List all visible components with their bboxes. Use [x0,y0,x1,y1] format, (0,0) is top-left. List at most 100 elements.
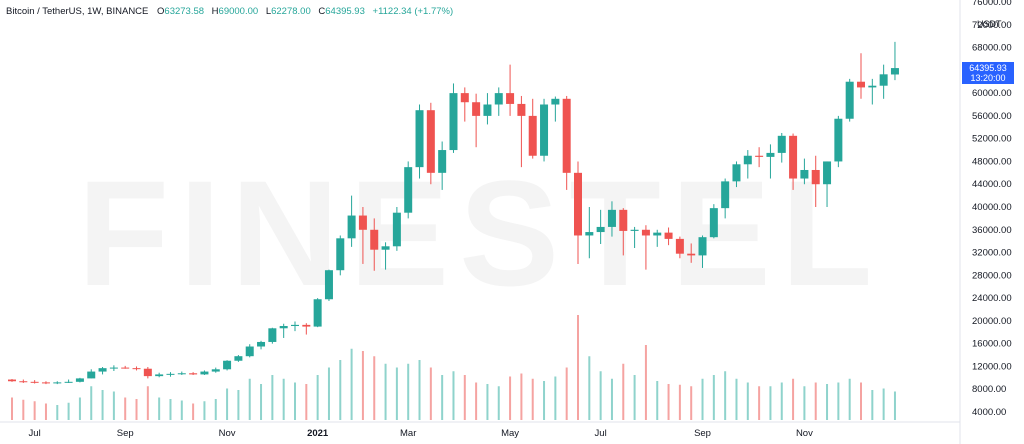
candle[interactable] [87,369,96,379]
candle[interactable] [811,155,820,207]
candle[interactable] [460,87,469,122]
volume-bar [746,382,749,420]
volume-bar [373,356,376,420]
candle[interactable] [200,370,209,375]
candle[interactable] [540,98,549,162]
candle[interactable] [506,64,515,116]
candle[interactable] [64,379,73,383]
candle[interactable] [143,367,152,379]
candle[interactable] [132,366,141,371]
volume-bar [871,390,874,420]
candle[interactable] [291,321,299,332]
candle-body [302,324,311,327]
candle[interactable] [789,133,798,190]
candle[interactable] [619,208,628,256]
time-tick-label: Jul [595,428,607,439]
candle[interactable] [177,371,186,375]
candle[interactable] [709,204,718,239]
candle[interactable] [223,360,232,371]
candle[interactable] [302,323,311,335]
candle[interactable] [574,161,582,264]
candle[interactable] [234,355,243,362]
candle[interactable] [857,53,865,99]
volume-bar [893,391,896,420]
candle[interactable] [823,161,832,207]
candle[interactable] [732,161,741,188]
candle-body [653,232,662,236]
candle[interactable] [698,235,707,268]
candle[interactable] [155,372,164,378]
candle[interactable] [438,141,447,190]
candle[interactable] [641,225,650,270]
candle[interactable] [596,209,605,245]
candle[interactable] [53,381,62,385]
close-value: 64395.93 [325,6,365,17]
countdown-label: 13:20:00 [970,73,1006,83]
candle-body [189,373,198,375]
candle[interactable] [370,218,379,271]
candle[interactable] [404,161,413,219]
candle[interactable] [211,367,220,373]
candle[interactable] [687,243,696,263]
volume-bar [712,375,715,420]
candle[interactable] [630,226,639,248]
candle[interactable] [721,178,730,219]
candle[interactable] [8,378,16,382]
candle[interactable] [30,380,39,384]
candle[interactable] [472,93,481,148]
candle[interactable] [755,147,764,168]
candle[interactable] [98,367,107,375]
candle[interactable] [336,235,345,276]
candle[interactable] [551,96,560,122]
candle-body [313,299,322,327]
candle-body [596,226,605,233]
candle[interactable] [381,242,390,270]
candle[interactable] [257,340,266,350]
candle[interactable] [766,144,775,179]
candle[interactable] [845,78,854,122]
candle[interactable] [868,78,877,105]
candle-body [675,238,684,254]
candle[interactable] [653,229,662,247]
candle[interactable] [483,93,492,125]
candle[interactable] [19,379,28,383]
candle[interactable] [426,102,435,185]
candle[interactable] [800,158,809,185]
candle[interactable] [358,207,367,264]
volume-bar [169,399,172,420]
candle[interactable] [664,227,673,246]
candle[interactable] [743,150,752,179]
candle[interactable] [879,64,888,99]
candle[interactable] [121,365,130,369]
candle[interactable] [41,381,50,385]
candle[interactable] [75,377,84,383]
candle[interactable] [392,207,401,251]
candle[interactable] [494,87,503,116]
candle[interactable] [607,201,616,237]
candle[interactable] [347,195,356,247]
candle[interactable] [777,132,786,163]
candle[interactable] [675,236,684,259]
candle[interactable] [415,104,424,179]
candle[interactable] [890,41,899,81]
candle[interactable] [562,95,571,190]
candle[interactable] [528,98,537,159]
candle[interactable] [449,83,458,153]
candle[interactable] [279,323,288,338]
candle[interactable] [324,269,333,301]
candle[interactable] [834,115,843,168]
candle[interactable] [109,365,118,371]
candle[interactable] [245,344,254,358]
candle[interactable] [189,372,198,375]
candle[interactable] [313,298,322,328]
volume-bar [429,367,432,420]
candle-body [30,381,39,383]
volume-bar [577,315,579,420]
volume-bar [509,376,512,420]
candle[interactable] [517,95,526,168]
chart-header: Bitcoin / TetherUS, 1W, BINANCE O63273.5… [6,6,453,17]
candle[interactable] [166,372,175,377]
candle[interactable] [268,327,277,344]
candle[interactable] [585,207,594,259]
